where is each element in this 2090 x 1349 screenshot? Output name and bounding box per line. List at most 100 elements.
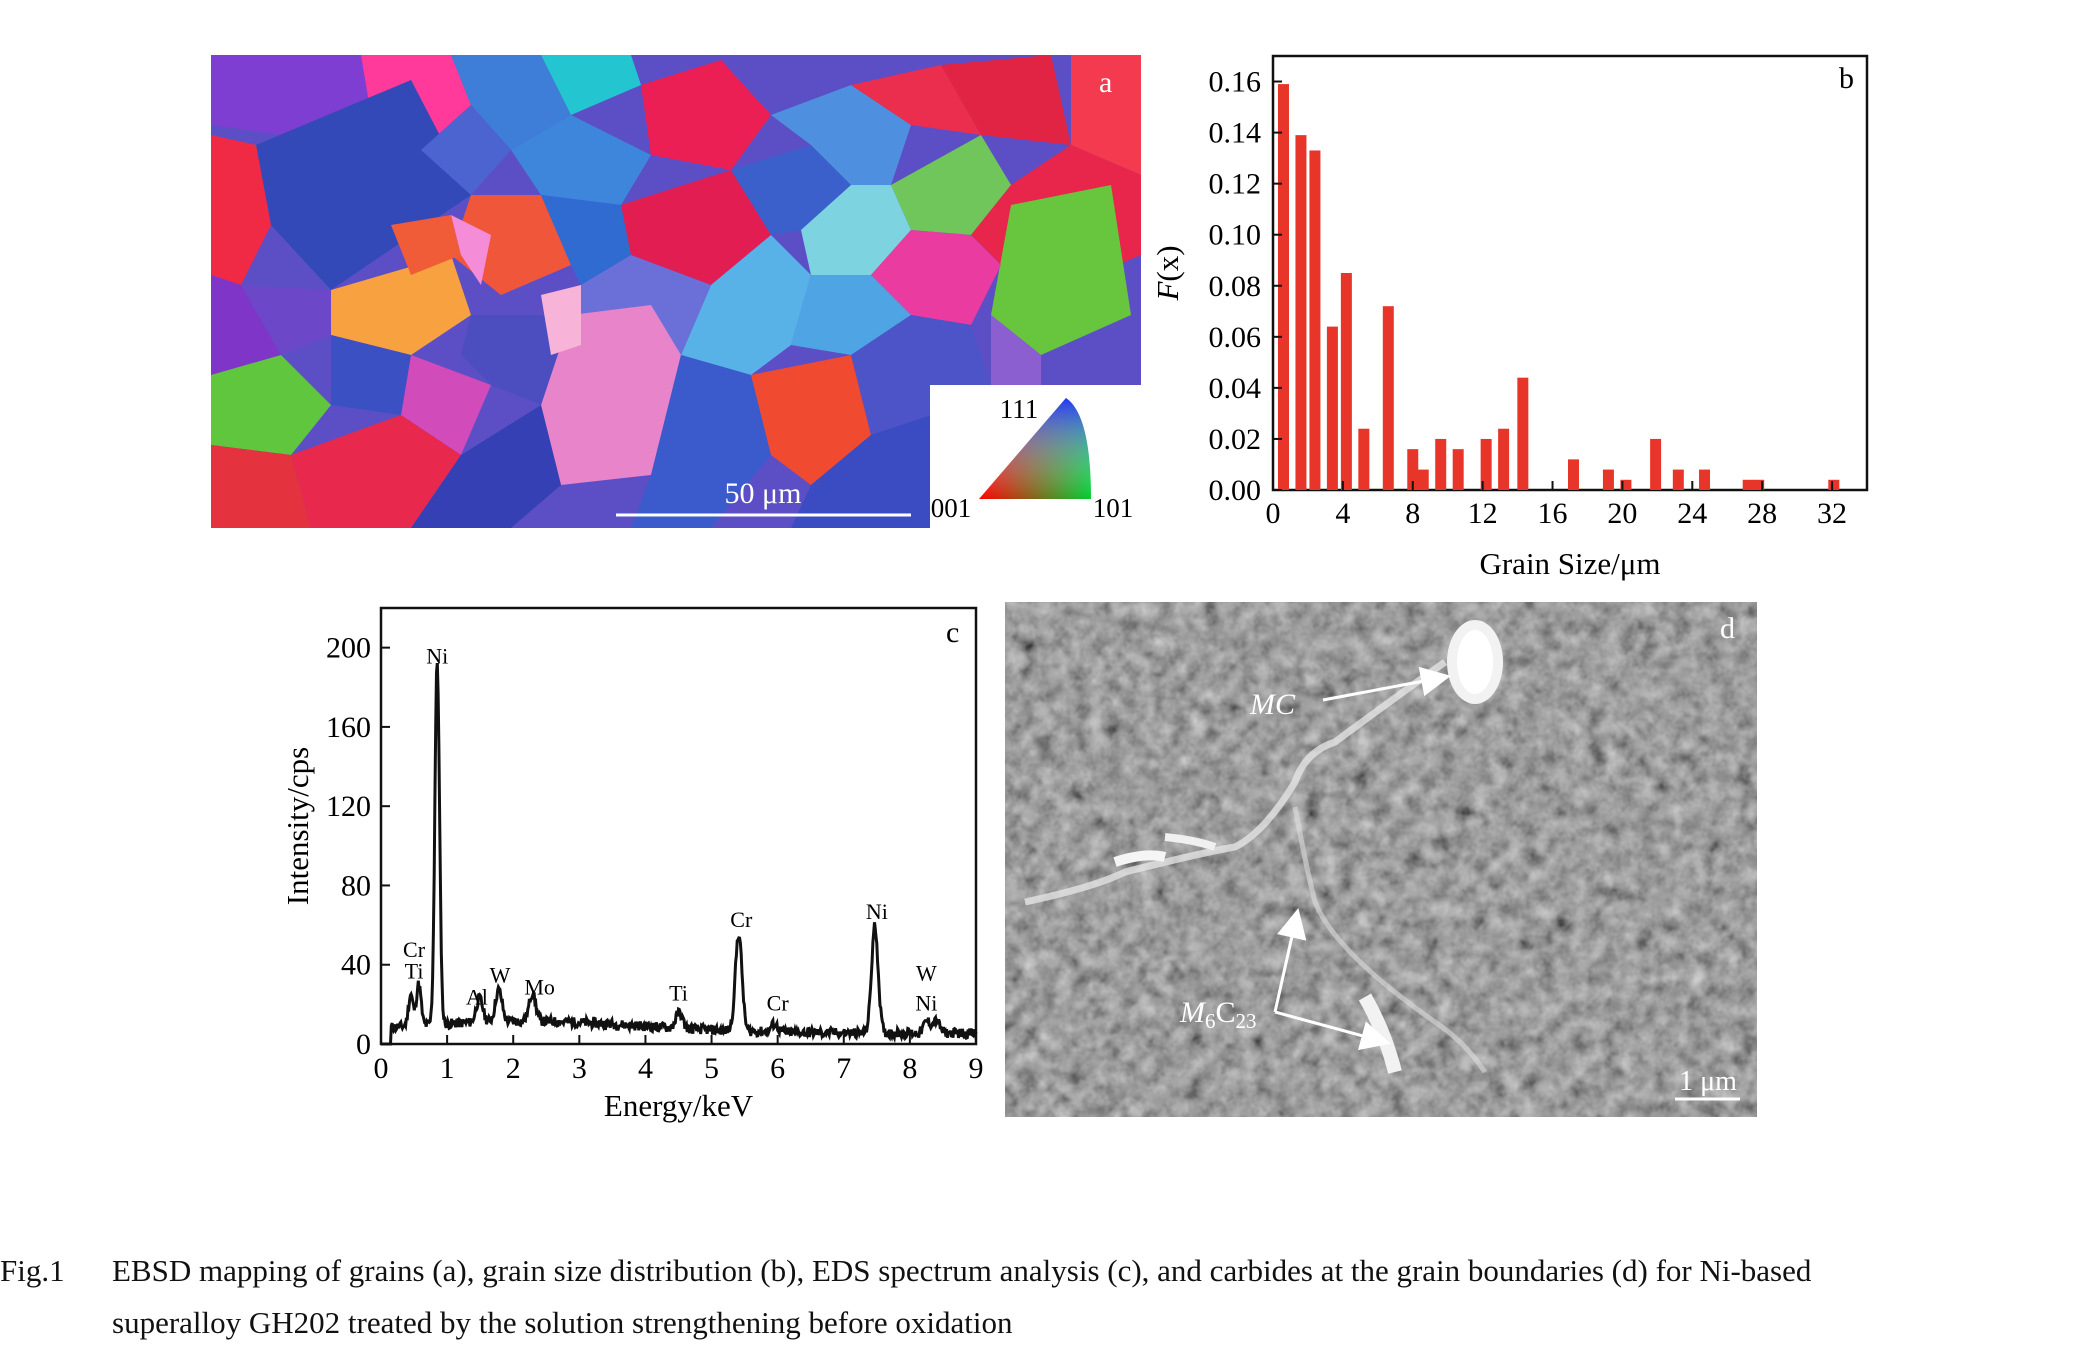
histogram-bar xyxy=(1309,150,1321,490)
histogram-bar xyxy=(1517,377,1529,490)
grain xyxy=(641,60,771,170)
grain xyxy=(211,135,271,285)
peak-label-al: Al xyxy=(466,984,488,1009)
grain xyxy=(211,275,281,375)
peak-label-ti-high: Ti xyxy=(669,980,688,1005)
mc-arrow xyxy=(1322,666,1451,702)
grain xyxy=(421,105,511,195)
ipf-triangle-overlay xyxy=(979,398,1091,499)
x-tick-label: 16 xyxy=(1538,497,1568,530)
y-tick-label: 0.06 xyxy=(1209,321,1262,354)
y-tick-label: 40 xyxy=(341,949,371,982)
plot-frame xyxy=(379,606,978,1046)
histogram-bar xyxy=(1498,428,1510,490)
panel-label-a: a xyxy=(1099,66,1112,99)
grain xyxy=(991,185,1131,355)
spectrum-line xyxy=(381,662,978,1046)
grain xyxy=(1071,55,1141,175)
x-tick-label: 4 xyxy=(638,1052,653,1085)
histogram-bar xyxy=(1567,459,1579,490)
m23c6-carbide xyxy=(1164,833,1217,851)
grain xyxy=(211,445,311,528)
grain xyxy=(731,145,851,235)
grain xyxy=(451,215,491,285)
panel-label-d: d xyxy=(1720,612,1735,645)
grain xyxy=(801,185,911,275)
ipf-label-111: 111 xyxy=(1000,394,1039,424)
histogram-bar xyxy=(1828,479,1840,490)
grain xyxy=(541,195,631,285)
grain xyxy=(541,305,681,485)
x-axis-label: Grain Size/μm xyxy=(1479,546,1660,581)
grain-boundary xyxy=(1024,659,1448,906)
y-tick-label: 0.10 xyxy=(1209,219,1262,252)
figure-caption: Fig.1 EBSD mapping of grains (a), grain s… xyxy=(0,1245,2090,1349)
mc-carbide-core xyxy=(1457,630,1493,694)
peak-label-mo: Mo xyxy=(524,974,555,999)
x-axis-label: Energy/keV xyxy=(604,1088,754,1123)
grain xyxy=(751,355,871,485)
histogram-bar xyxy=(1650,438,1662,490)
peak-label-cr-low: Cr xyxy=(403,937,426,962)
histogram-bar xyxy=(1699,469,1711,490)
peak-label-ni-high: Ni xyxy=(866,899,888,924)
histogram-bar xyxy=(1620,479,1632,490)
grain xyxy=(631,355,771,528)
x-tick-label: 4 xyxy=(1335,497,1350,530)
grain xyxy=(331,335,411,415)
grain xyxy=(891,135,1011,235)
x-tick-label: 3 xyxy=(572,1052,587,1085)
histogram-bar xyxy=(1326,326,1338,490)
grain xyxy=(771,85,911,185)
peak-label-ti-low: Ti xyxy=(405,959,424,984)
histogram-bar xyxy=(1452,449,1464,490)
panel-label-b: b xyxy=(1839,62,1854,95)
grain-size-chart-panel: 0 4 8 12 16 20 24 28 32 0.00 0.02 0.04 0.06 0.08 0.10 0… xyxy=(1140,40,1880,600)
grain xyxy=(871,230,1001,325)
grain xyxy=(411,405,561,528)
y-tick-label: 200 xyxy=(326,632,371,665)
ipf-label-001: 001 xyxy=(931,493,972,523)
histogram-bar xyxy=(1407,449,1419,490)
x-tick-label: 8 xyxy=(902,1052,917,1085)
grain xyxy=(851,315,991,435)
x-tick-label: 24 xyxy=(1677,497,1707,530)
grain xyxy=(541,285,581,355)
peak-label-cr-main: Cr xyxy=(730,907,753,932)
x-tick-label: 32 xyxy=(1817,497,1847,530)
x-tick-label: 7 xyxy=(836,1052,851,1085)
y-tick-label: 0.12 xyxy=(1209,168,1262,201)
peak-label-cr-small: Cr xyxy=(767,990,790,1015)
ebsd-map-panel: 111 001 101 50 μm a xyxy=(211,55,1141,528)
y-axis-label: Intensity/cps xyxy=(280,747,315,905)
grain xyxy=(511,115,651,205)
ipf-label-101: 101 xyxy=(1093,493,1134,523)
x-tick-label: 0 xyxy=(374,1052,389,1085)
x-tick-label: 1 xyxy=(440,1052,455,1085)
histogram-bar xyxy=(1295,135,1307,490)
x-tick-label: 9 xyxy=(969,1052,984,1085)
histogram-bar xyxy=(1435,438,1447,490)
x-tick-label: 5 xyxy=(704,1052,719,1085)
histogram-bar xyxy=(1602,469,1614,490)
grain xyxy=(941,55,1071,145)
panel-label-c: c xyxy=(946,616,959,649)
grain xyxy=(211,355,331,455)
x-tick-label: 2 xyxy=(506,1052,521,1085)
histogram-bar xyxy=(1672,469,1684,490)
x-tick-label: 28 xyxy=(1747,497,1777,530)
grain xyxy=(391,215,461,275)
caption-line-1: EBSD mapping of grains (a), grain size d… xyxy=(112,1253,1812,1288)
scale-bar-label: 1 μm xyxy=(1679,1066,1737,1097)
grain xyxy=(991,315,1041,385)
y-tick-label: 0.02 xyxy=(1209,423,1262,456)
sem-image-panel: MC M6C23 1 μm d xyxy=(1005,602,1757,1117)
histogram-bar xyxy=(1358,428,1370,490)
peak-label-w-low: W xyxy=(490,963,511,988)
y-tick-label: 80 xyxy=(341,869,371,902)
scale-bar-label: 50 μm xyxy=(725,477,802,510)
caption-line-2: superalloy GH202 treated by the solution… xyxy=(112,1305,1013,1340)
histogram-bar xyxy=(1753,479,1765,490)
histogram-bar xyxy=(1417,469,1429,490)
